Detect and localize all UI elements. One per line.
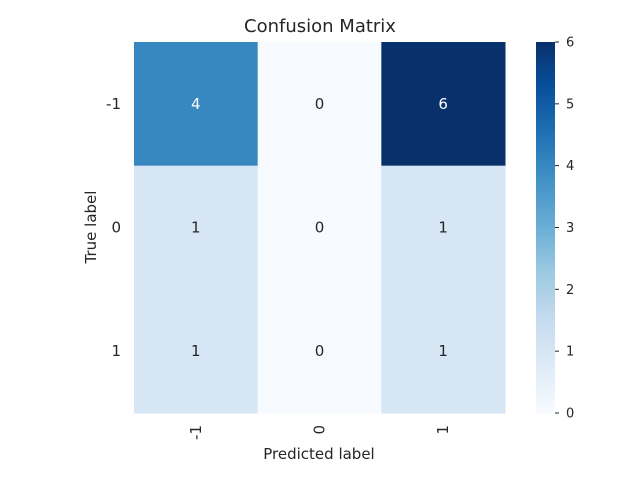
- heatmap-cell: [257, 165, 382, 290]
- heatmap-cell-labels: 4 0 6 1 0 1 1 0 1: [191, 95, 448, 360]
- x-tick-labels: -1 0 1: [187, 425, 452, 440]
- y-tick-label: 0: [111, 219, 121, 237]
- colorbar-tick-label: 6: [566, 36, 574, 51]
- cell-value-label: 0: [315, 219, 325, 237]
- colorbar-tick-label: 0: [566, 407, 574, 422]
- heatmap-cell: [381, 289, 506, 414]
- y-tick-label: -1: [106, 95, 121, 113]
- heatmap-cell: [134, 42, 259, 167]
- y-tick-labels: -1 0 1: [106, 95, 121, 360]
- heatmap-cell: [381, 165, 506, 290]
- heatmap-cell: [257, 42, 382, 167]
- heatmap-cell: [134, 165, 259, 290]
- cell-value-label: 1: [438, 219, 448, 237]
- cell-value-label: 1: [191, 219, 201, 237]
- x-tick-label: 1: [434, 425, 452, 435]
- colorbar: [536, 42, 555, 413]
- colorbar-tick-label: 1: [566, 345, 574, 360]
- x-tick-label: 0: [311, 425, 329, 435]
- cell-value-label: 1: [191, 342, 201, 360]
- heatmap-cells: [134, 42, 506, 414]
- x-axis-label: Predicted label: [263, 445, 374, 463]
- y-axis-label: True label: [82, 191, 100, 265]
- cell-value-label: 0: [315, 95, 325, 113]
- chart-title: Confusion Matrix: [244, 16, 396, 37]
- colorbar-ticks: 0 1 2 3 4 5 6: [555, 36, 574, 422]
- colorbar-tick-label: 3: [566, 221, 574, 236]
- heatmap-cell: [134, 289, 259, 414]
- colorbar-tick-label: 4: [566, 159, 574, 174]
- colorbar-tick-label: 2: [566, 283, 574, 298]
- cell-value-label: 6: [438, 95, 448, 113]
- cell-value-label: 1: [438, 342, 448, 360]
- x-tick-label: -1: [187, 425, 205, 440]
- heatmap-cell: [381, 42, 506, 167]
- cell-value-label: 0: [315, 342, 325, 360]
- cell-value-label: 4: [191, 95, 201, 113]
- colorbar-tick-label: 5: [566, 97, 574, 112]
- heatmap-cell: [257, 289, 382, 414]
- y-tick-label: 1: [111, 342, 121, 360]
